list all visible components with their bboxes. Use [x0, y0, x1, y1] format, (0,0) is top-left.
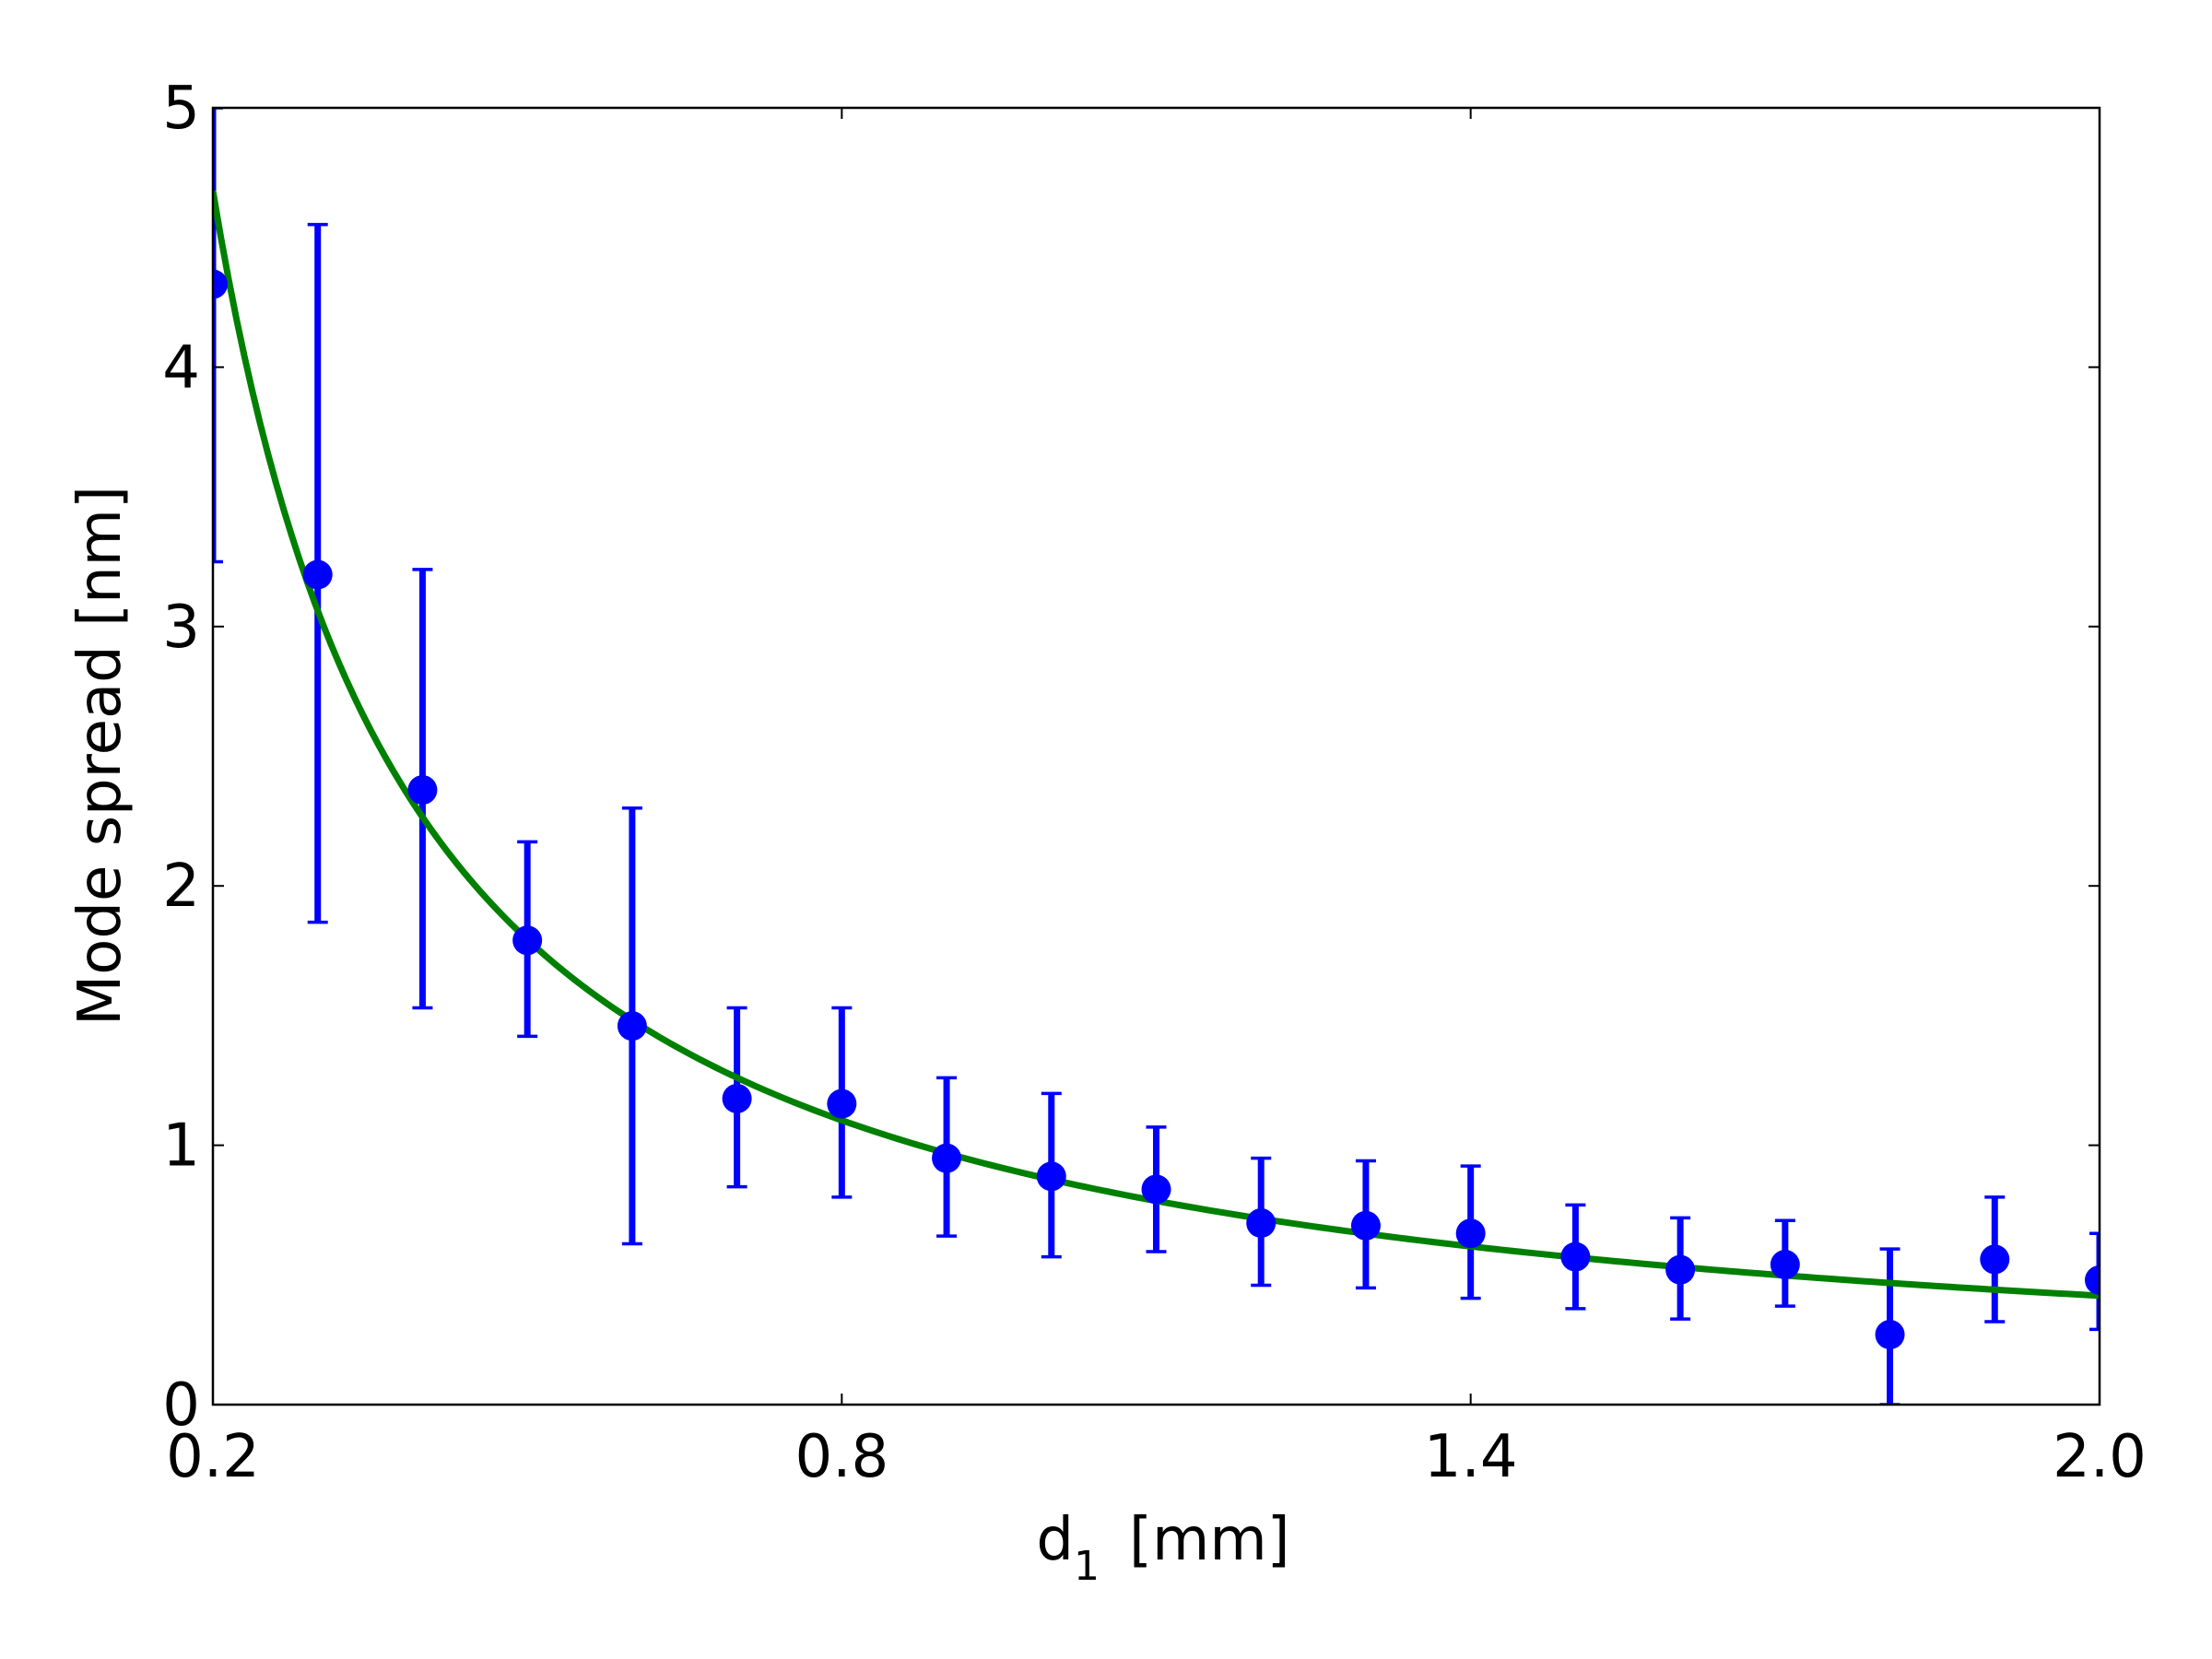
x-tick-label: 0.8: [794, 1423, 888, 1491]
data-point: [1665, 1254, 1696, 1285]
data-point: [1770, 1250, 1800, 1280]
data-point: [213, 269, 228, 300]
x-tick-label: 2.0: [2053, 1423, 2147, 1491]
y-tick-label: 0: [162, 1371, 200, 1440]
data-point: [1141, 1174, 1171, 1205]
data-point: [302, 559, 333, 590]
data-point: [617, 1011, 647, 1041]
data-point: [1455, 1218, 1486, 1249]
data-point: [407, 775, 438, 806]
data-point: [512, 925, 543, 956]
x-tick-label: 1.4: [1424, 1423, 1518, 1491]
y-tick-label: 2: [162, 853, 200, 921]
data-points: [213, 269, 2100, 1350]
data-point: [1980, 1244, 2010, 1275]
data-point: [1036, 1161, 1066, 1192]
ticks: 0.2 0.8 1.4 2.0 0 1 2 3 4 5: [162, 75, 2147, 1491]
x-axis-label: d1 [mm]: [1036, 1506, 1289, 1590]
data-point: [932, 1143, 962, 1173]
data-point: [2085, 1265, 2100, 1295]
data-point: [722, 1083, 752, 1113]
data-point: [1350, 1210, 1381, 1241]
data-point: [1560, 1241, 1591, 1272]
error-bars: [213, 108, 2100, 1405]
data-point: [1246, 1208, 1277, 1239]
y-tick-label: 1: [162, 1112, 200, 1181]
y-axis-label: Mode spread [nm]: [66, 486, 135, 1026]
axes-frame: [211, 106, 2101, 1406]
plot-frame: [211, 106, 2101, 1406]
x-tick-label: 0.2: [166, 1423, 260, 1491]
y-tick-label: 3: [162, 594, 200, 662]
y-tick-label: 4: [162, 334, 200, 402]
data-point: [1875, 1320, 1905, 1350]
y-tick-label: 5: [162, 75, 200, 143]
data-point: [827, 1088, 857, 1119]
